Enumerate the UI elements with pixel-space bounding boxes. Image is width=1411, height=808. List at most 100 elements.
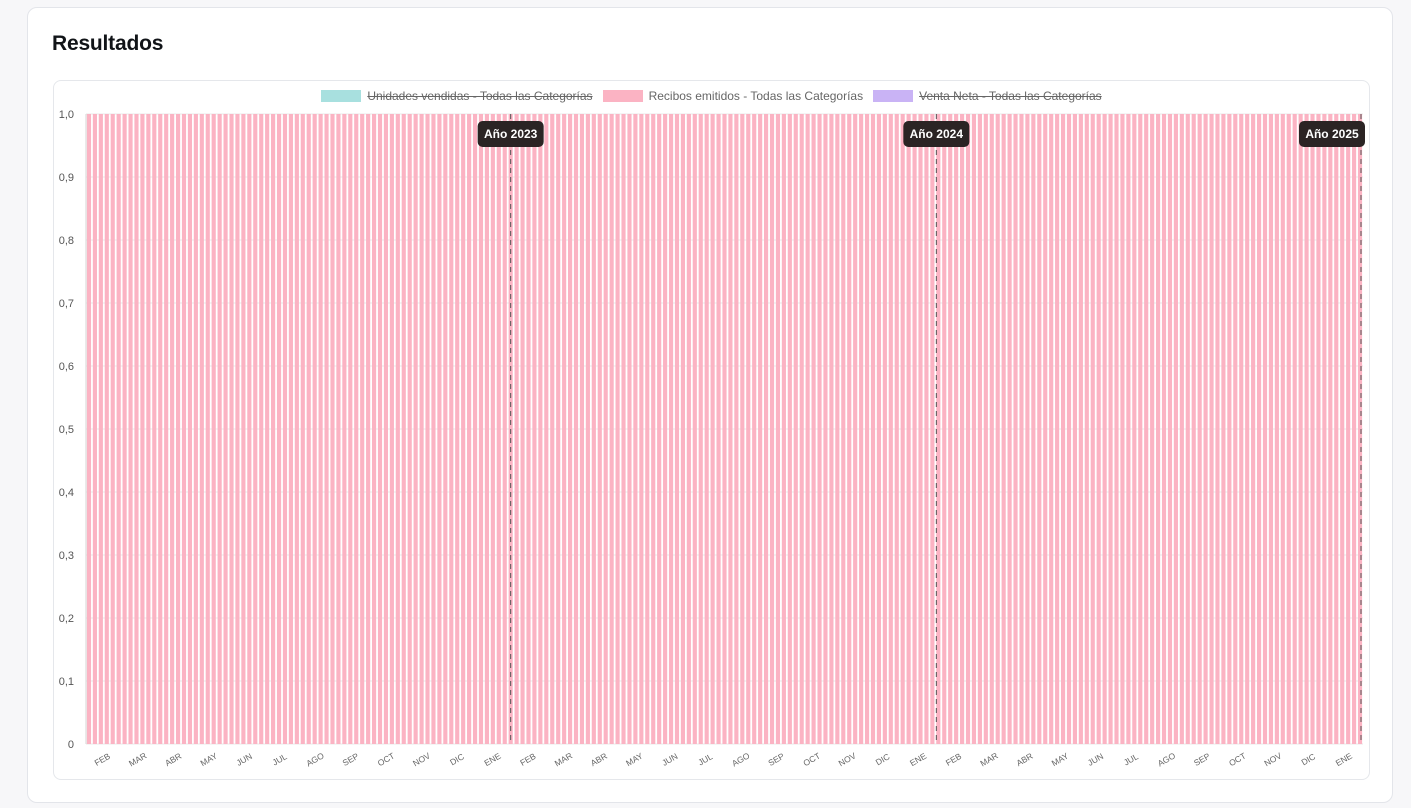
bar (906, 114, 911, 744)
bar (1144, 114, 1149, 744)
x-tick-label: NOV (1262, 750, 1283, 768)
bar (247, 114, 252, 744)
bar (603, 114, 608, 744)
bar (734, 114, 739, 744)
bar (1013, 114, 1018, 744)
bar (318, 114, 323, 744)
bar (128, 114, 133, 744)
bar (413, 114, 418, 744)
bar (1286, 114, 1291, 744)
x-tick-label: ENE (908, 751, 928, 769)
bar (478, 114, 484, 744)
bar (371, 114, 377, 744)
bar (526, 114, 531, 744)
y-tick-label: 0,7 (59, 298, 74, 310)
bar (1357, 114, 1363, 744)
bar (253, 114, 258, 744)
x-tick-label: JUN (660, 751, 679, 768)
bar (960, 114, 965, 744)
bar (864, 114, 870, 744)
x-tick-label: JUL (696, 751, 714, 767)
bars (86, 114, 1363, 744)
bar (1256, 114, 1262, 744)
x-tick-label: SEP (766, 751, 786, 768)
bar (1150, 114, 1155, 744)
y-tick-label: 0,9 (59, 172, 74, 184)
bar (817, 114, 822, 744)
bar (983, 114, 988, 744)
bar (591, 114, 596, 744)
legend-swatch (873, 90, 914, 102)
bar (912, 114, 917, 744)
bar (876, 114, 881, 744)
bar (1055, 114, 1060, 744)
bar (668, 114, 674, 744)
bar (1078, 114, 1083, 744)
bar (1019, 114, 1024, 744)
bar (888, 114, 893, 744)
x-tick-label: SEP (1192, 751, 1212, 768)
bar (1352, 114, 1357, 744)
bar (769, 114, 775, 744)
bar (342, 114, 347, 744)
bar (306, 114, 311, 744)
bar-chart: 0 0,1 0,2 0,3 0,4 0,5 0,6 0,7 0,8 0,9 1,0 FEB MAR AB… (59, 109, 1365, 768)
bar (764, 114, 769, 744)
bar (989, 114, 994, 744)
bar (579, 114, 585, 744)
legend-item-receipts[interactable]: Recibos emitidos - Todas las Categorías (602, 89, 863, 103)
bar (324, 114, 329, 744)
bar (568, 114, 573, 744)
x-axis: FEB MAR ABR MAY JUN JUL AGO SEP OCT NOV DIC ENE FEB M… (93, 750, 1355, 768)
bar (437, 114, 442, 744)
bar (1215, 114, 1220, 744)
legend-item-units[interactable]: Unidades vendidas - Todas las Categorías (321, 89, 593, 103)
bar (894, 114, 899, 744)
bar (1209, 114, 1214, 744)
year-badge-label: Año 2025 (1305, 127, 1359, 141)
bar (550, 114, 555, 744)
bar (193, 114, 198, 744)
bar (1025, 114, 1030, 744)
bar (1268, 114, 1274, 744)
bar (746, 114, 751, 744)
bar (698, 114, 703, 744)
bar (811, 114, 816, 744)
bar (948, 114, 953, 744)
bar (562, 114, 567, 744)
bar (1328, 114, 1333, 744)
bar (1239, 114, 1244, 744)
x-tick-label: ABR (1014, 751, 1034, 768)
y-tick-label: 0,8 (59, 235, 74, 247)
bar (1334, 114, 1339, 744)
bar (556, 114, 561, 744)
bar (1251, 114, 1256, 744)
bar (1221, 114, 1226, 744)
bar (175, 114, 181, 744)
bar (1322, 114, 1327, 744)
bar (300, 114, 305, 744)
year-badge (1299, 121, 1365, 147)
bar (870, 114, 876, 744)
bar (692, 114, 697, 744)
x-tick-label: MAR (127, 750, 148, 768)
bar (181, 114, 187, 744)
x-tick-label: MAR (978, 750, 999, 768)
bar (1161, 114, 1167, 744)
bar (407, 114, 412, 744)
bar (882, 114, 887, 744)
legend-item-net-sales[interactable]: Venta Neta - Todas las Categorías (873, 89, 1102, 103)
bar (995, 114, 1000, 744)
bar (1298, 114, 1303, 744)
y-tick-label: 0,4 (59, 487, 74, 499)
x-tick-label: OCT (801, 751, 822, 769)
x-tick-label: JUN (234, 751, 253, 768)
bar (122, 114, 127, 744)
bar (1049, 114, 1054, 744)
x-tick-label: FEB (518, 751, 538, 768)
bar (918, 114, 923, 744)
bar (288, 114, 293, 744)
bar (276, 114, 282, 744)
bar (496, 114, 501, 744)
bar (116, 114, 121, 744)
